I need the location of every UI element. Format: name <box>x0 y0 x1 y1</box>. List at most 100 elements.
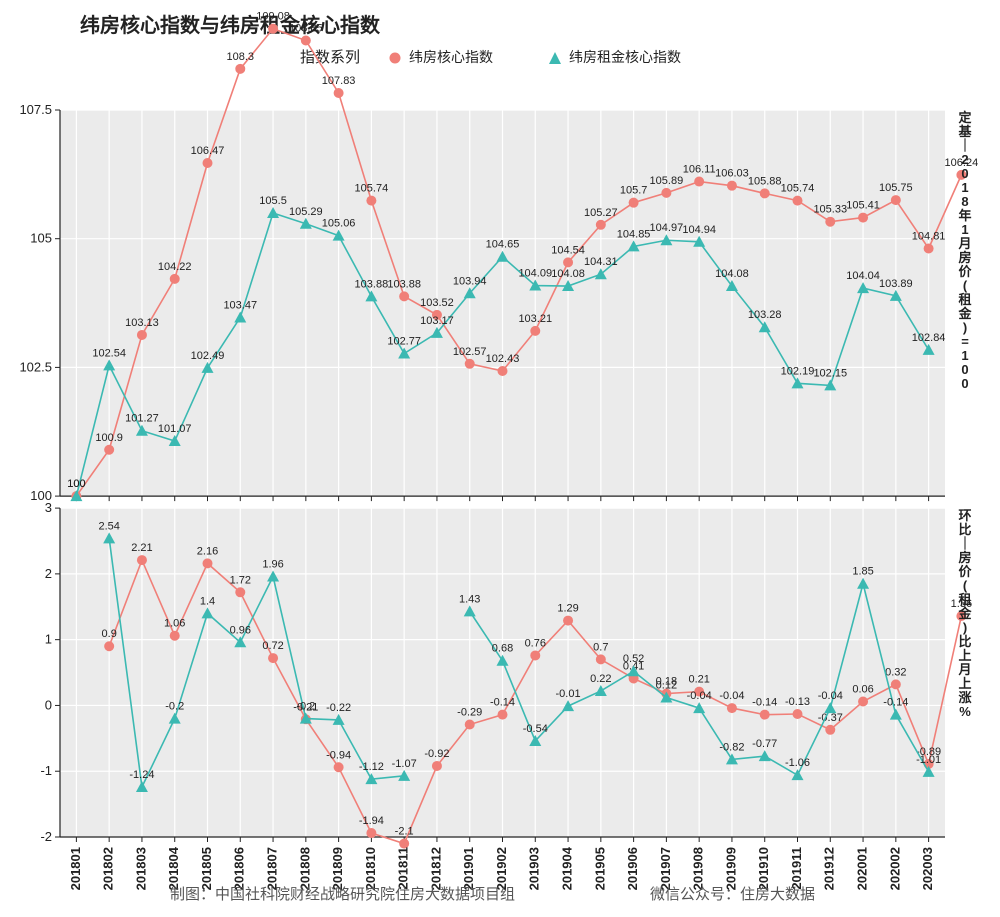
x-tick-label: 201902 <box>494 847 509 890</box>
top-panel-pointlabel: 102.77 <box>387 336 421 348</box>
top-panel-pointlabel: 104.22 <box>158 261 192 273</box>
bottom-panel-ytick: 0 <box>45 697 52 712</box>
legend-label-rent: 纬房租金核心指数 <box>569 49 681 65</box>
bottom-panel-pointlabel: -0.14 <box>752 697 777 709</box>
bottom-panel-pointlabel: 1.4 <box>200 595 215 607</box>
bottom-panel-pointlabel: -1.01 <box>916 754 941 766</box>
svg-text:上: 上 <box>958 648 971 663</box>
top-panel-pointlabel: 103.88 <box>355 278 389 290</box>
top-panel-pointlabel: 108.3 <box>227 51 255 63</box>
top-panel-pointlabel: 104.08 <box>715 268 749 280</box>
svg-text:环: 环 <box>958 508 971 523</box>
top-panel-pointlabel: 100.9 <box>95 432 123 444</box>
top-panel-pointlabel: 107.83 <box>322 75 356 87</box>
svg-text:价: 价 <box>958 264 972 279</box>
bottom-panel-pointlabel: -0.94 <box>326 749 351 761</box>
bottom-panel-pointlabel: -0.54 <box>523 723 548 735</box>
x-tick-label: 201805 <box>199 847 214 890</box>
top-panel-pointlabel: 100 <box>67 478 85 490</box>
bottom-panel-pointlabel: 0.22 <box>590 673 611 685</box>
bottom-panel-pointlabel: 0.32 <box>885 666 906 678</box>
top-panel-pointlabel: 105.74 <box>781 183 815 195</box>
top-panel-pointlabel: 105.27 <box>584 207 618 219</box>
bottom-panel-pointlabel: 0.9 <box>102 628 117 640</box>
x-tick-label: 201807 <box>264 847 279 890</box>
svg-text:｜: ｜ <box>958 536 971 551</box>
bottom-panel-pointlabel: 0.72 <box>262 640 283 652</box>
top-panel-pointlabel: 106.11 <box>683 164 716 176</box>
bottom-panel-pointlabel: -0.82 <box>719 741 744 753</box>
bottom-panel-pointlabel: 0.06 <box>852 683 873 695</box>
svg-text:8: 8 <box>961 194 968 209</box>
top-panel-pointlabel: 103.89 <box>879 278 913 290</box>
svg-text:%: % <box>959 704 971 719</box>
x-tick-label: 201809 <box>330 847 345 890</box>
bottom-panel-pointlabel: -0.2 <box>165 701 184 713</box>
bottom-panel-pointlabel: 0.21 <box>688 674 709 686</box>
svg-text:(: ( <box>963 578 968 593</box>
x-tick-label: 201811 <box>396 847 411 890</box>
bottom-panel-pointlabel: -0.04 <box>687 690 712 702</box>
x-tick-label: 201801 <box>68 847 83 890</box>
svg-text:房: 房 <box>958 550 971 565</box>
svg-text:｜: ｜ <box>958 138 971 153</box>
bottom-panel-pointlabel: -1.24 <box>129 769 154 781</box>
bottom-panel-ytick: -2 <box>40 829 52 844</box>
bottom-panel-pointlabel: -0.37 <box>818 712 843 724</box>
svg-text:年: 年 <box>958 208 971 223</box>
svg-text:0: 0 <box>961 376 968 391</box>
top-panel-pointlabel: 108.85 <box>289 23 323 35</box>
top-panel-pointlabel: 104.81 <box>912 230 946 242</box>
legend-label-price: 纬房核心指数 <box>409 49 493 65</box>
bottom-panel-pointlabel: 2.54 <box>98 520 119 532</box>
bottom-panel-pointlabel: -1.07 <box>392 758 417 770</box>
x-tick-label: 201810 <box>363 847 378 890</box>
bottom-panel-ytick: 2 <box>45 566 52 581</box>
top-panel-pointlabel: 105.74 <box>355 183 389 195</box>
top-panel-pointlabel: 105.29 <box>289 206 323 218</box>
top-panel-pointlabel: 105.33 <box>813 204 847 216</box>
svg-text:上: 上 <box>958 676 971 691</box>
top-panel-pointlabel: 103.52 <box>420 297 454 309</box>
top-panel-pointlabel: 104.31 <box>584 256 618 268</box>
footer-left: 制图：中国社科院财经战略研究院住房大数据项目组 <box>170 885 515 903</box>
x-tick-label: 201903 <box>527 847 542 890</box>
bottom-panel-pointlabel: 1.96 <box>262 559 283 571</box>
top-panel-pointlabel: 102.49 <box>191 350 225 362</box>
x-tick-label: 202001 <box>854 847 869 890</box>
top-panel-pointlabel: 105.7 <box>620 185 648 197</box>
bottom-panel-pointlabel: 0.7 <box>593 641 608 653</box>
bottom-panel-right-label: 环比｜房价(租金)比上月上涨% <box>957 508 972 719</box>
x-tick-label: 201901 <box>461 847 476 890</box>
bottom-panel-pointlabel: 1.43 <box>459 593 480 605</box>
top-panel-pointlabel: 102.15 <box>813 367 847 379</box>
top-panel-pointlabel: 105.88 <box>748 175 782 187</box>
top-panel-pointlabel: 104.97 <box>650 222 684 234</box>
top-panel-pointlabel: 105.41 <box>846 200 880 212</box>
bottom-panel-pointlabel: -1.94 <box>359 815 384 827</box>
x-tick-label: 201904 <box>559 846 574 890</box>
top-panel-pointlabel: 104.04 <box>846 270 880 282</box>
svg-text:1: 1 <box>961 222 968 237</box>
x-tick-label: 202003 <box>920 847 935 890</box>
x-tick-label: 201812 <box>428 847 443 890</box>
bottom-panel-pointlabel: 1.29 <box>557 603 578 615</box>
svg-text:月: 月 <box>957 662 971 677</box>
svg-text:=: = <box>961 334 969 349</box>
x-tick-label: 201908 <box>691 847 706 890</box>
bottom-panel-pointlabel: 0.52 <box>623 653 644 665</box>
svg-text:金: 金 <box>957 306 972 321</box>
x-tick-label: 201910 <box>756 847 771 890</box>
top-panel-pointlabel: 104.65 <box>486 239 520 251</box>
x-tick-label: 201905 <box>592 847 607 890</box>
x-tick-label: 201803 <box>133 847 148 890</box>
chart-svg: 纬房核心指数与纬房租金核心指数指数系列纬房核心指数纬房租金核心指数100102.… <box>0 0 1000 917</box>
bottom-panel-pointlabel: -0.29 <box>457 707 482 719</box>
x-tick-label: 201808 <box>297 847 312 890</box>
top-panel-pointlabel: 101.07 <box>158 423 192 435</box>
chart-title: 纬房核心指数与纬房租金核心指数 <box>80 13 381 37</box>
svg-text:1: 1 <box>961 348 968 363</box>
top-panel-pointlabel: 103.88 <box>387 278 421 290</box>
footer-right: 微信公众号：住房大数据 <box>650 886 815 903</box>
top-panel-pointlabel: 104.09 <box>518 268 552 280</box>
